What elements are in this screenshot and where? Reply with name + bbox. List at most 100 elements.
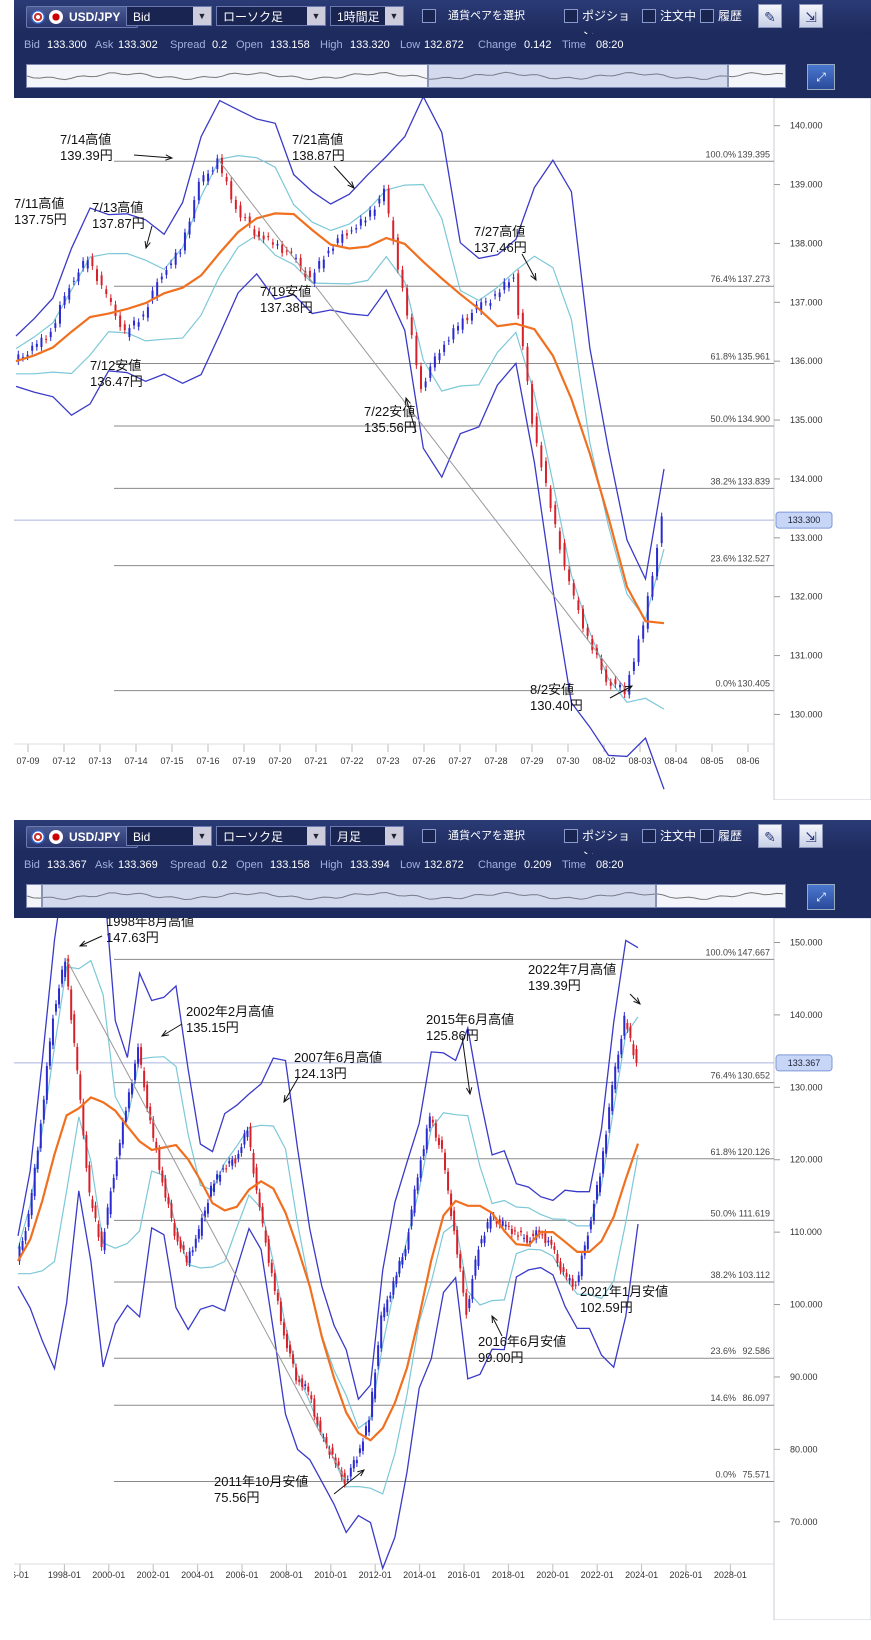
chart-type-select[interactable]: ローソク足 ▼	[216, 826, 326, 846]
price-type-select[interactable]: Bid ▼	[126, 826, 212, 846]
candle-body	[318, 261, 321, 269]
symbol-button[interactable]: USD/JPY	[26, 6, 138, 28]
candle-body	[565, 1272, 568, 1277]
candle-body	[355, 1460, 358, 1464]
candle-body	[27, 1214, 30, 1227]
x-tick-label: 08-06	[736, 756, 759, 766]
candle-body	[415, 335, 418, 366]
tool-menu-button[interactable]: ✎	[758, 824, 782, 848]
trend-line	[66, 959, 347, 1482]
navigator-price-line	[26, 71, 784, 81]
symbol-button[interactable]: USD/JPY	[26, 826, 138, 848]
chevron-down-icon: ▼	[385, 7, 403, 25]
candle-body	[605, 1134, 608, 1154]
fib-level-price: 147.667	[737, 947, 770, 957]
history-checkbox[interactable]	[700, 829, 714, 843]
candle-body	[234, 199, 237, 210]
low-value: 132.872	[424, 859, 464, 871]
positions-checkbox[interactable]	[564, 9, 578, 23]
upper-band-1	[15, 154, 665, 621]
candle-body	[298, 1379, 301, 1382]
candle-body	[447, 1171, 450, 1191]
annotation-date: 7/22安値	[364, 404, 415, 419]
x-tick-label: 2024-01	[625, 1570, 658, 1580]
positions-checkbox[interactable]	[564, 829, 578, 843]
pair-select-label: 通貨ペアを選択	[448, 10, 525, 22]
price-type-select[interactable]: Bid ▼	[126, 6, 212, 26]
positions-toggle[interactable]: ポジション	[564, 826, 640, 863]
x-tick-label: 07-12	[52, 756, 75, 766]
candle-body	[228, 1161, 231, 1164]
candle-body	[143, 1070, 146, 1088]
pair-select-checkbox[interactable]	[422, 829, 436, 843]
chevron-down-icon: ▼	[385, 827, 403, 845]
candle-body	[91, 1199, 94, 1209]
navigator-strip[interactable]	[26, 64, 786, 88]
history-toggle[interactable]: 履歴	[700, 6, 750, 26]
candle-body	[420, 366, 422, 389]
orders-checkbox[interactable]	[642, 9, 656, 23]
annotation-date: 7/12安値	[90, 358, 141, 373]
candle-body	[304, 270, 307, 278]
candle-body	[629, 1026, 632, 1039]
candle-body	[572, 583, 575, 596]
annotation-arrow	[461, 1035, 471, 1095]
fib-level-price: 137.273	[737, 274, 770, 284]
chart-type-select[interactable]: ローソク足 ▼	[216, 6, 326, 26]
candle-body	[369, 210, 372, 217]
annotation-arrowhead	[633, 997, 641, 1005]
positions-toggle[interactable]: ポジション	[564, 6, 640, 43]
pair-select-toggle[interactable]: 通貨ペアを選択	[422, 826, 542, 846]
history-toggle[interactable]: 履歴	[700, 826, 750, 846]
y-tick-label: 131.000	[790, 651, 823, 661]
collapse-button[interactable]: ⇲	[799, 4, 823, 28]
fib-level-price: 130.652	[737, 1071, 770, 1081]
candle-body	[364, 220, 367, 223]
candle-body	[535, 416, 538, 443]
ask-label: Ask	[95, 859, 114, 871]
orders-label: 注文中	[660, 9, 697, 23]
candle-body	[188, 221, 191, 235]
candle-body	[282, 1322, 285, 1336]
candle-body	[207, 173, 210, 182]
y-tick-label: 138.000	[790, 238, 823, 248]
candle-body	[91, 257, 94, 267]
navigator-window[interactable]	[41, 885, 657, 907]
candle-body	[373, 209, 376, 216]
annotation-date: 2021年1月安値	[580, 1284, 668, 1299]
candle-body	[137, 322, 140, 327]
fib-level-percent: 76.4%	[710, 1071, 736, 1081]
navigator-strip[interactable]	[26, 884, 786, 908]
timeframe-select[interactable]: 1時間足 ▼	[330, 6, 404, 26]
x-tick-label: 07-27	[448, 756, 471, 766]
y-tick-label: 100.000	[790, 1300, 823, 1310]
candle-body	[474, 1259, 477, 1276]
expand-icon[interactable]: ⤢	[807, 64, 835, 90]
pair-select-checkbox[interactable]	[422, 9, 436, 23]
collapse-button[interactable]: ⇲	[799, 824, 823, 848]
expand-icon[interactable]: ⤢	[807, 884, 835, 910]
x-tick-label: 2000-01	[92, 1570, 125, 1580]
annotation-price: 139.39円	[60, 148, 113, 163]
candle-body	[206, 1202, 209, 1214]
orders-toggle[interactable]: 注文中	[642, 826, 698, 846]
timeframe-select[interactable]: 月足 ▼	[330, 826, 404, 846]
annotation-arrow	[333, 1469, 365, 1495]
navigator-window[interactable]	[427, 65, 729, 87]
pair-select-toggle[interactable]: 通貨ペアを選択	[422, 6, 542, 26]
candle-body	[134, 1063, 137, 1080]
candle-body	[161, 1170, 164, 1183]
y-tick-label: 120.000	[790, 1155, 823, 1165]
candle-body	[118, 1143, 121, 1156]
annotation-price: 137.87円	[92, 216, 145, 231]
orders-toggle[interactable]: 注文中	[642, 6, 698, 26]
candle-body	[559, 1261, 562, 1271]
candle-body	[558, 531, 561, 550]
fib-level-percent: 23.6%	[710, 1346, 736, 1356]
orders-checkbox[interactable]	[642, 829, 656, 843]
price-chart: 140.000 139.000 138.000 137.000 136.000 135.0…	[14, 98, 871, 800]
candle-body	[112, 1177, 115, 1189]
history-checkbox[interactable]	[700, 9, 714, 23]
annotation-arrowhead	[160, 1030, 170, 1037]
tool-menu-button[interactable]: ✎	[758, 4, 782, 28]
